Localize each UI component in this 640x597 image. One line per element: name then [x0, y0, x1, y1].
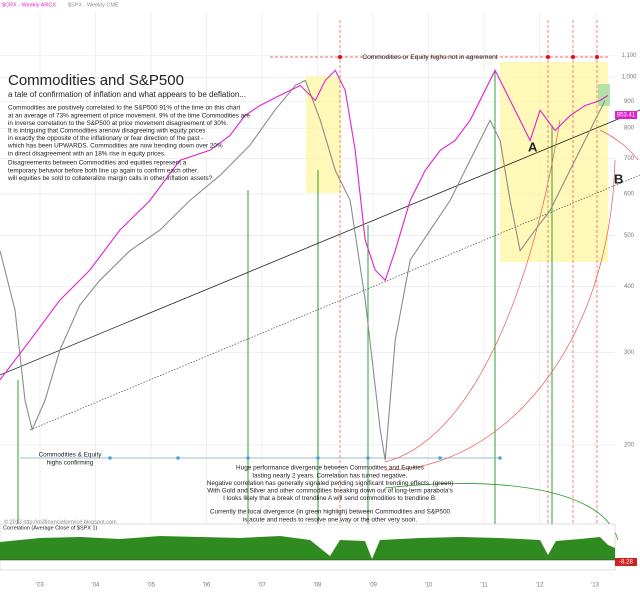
x-tick-label: '10	[425, 583, 433, 589]
annotation: lasting nearly 2 years. Correlation has …	[253, 472, 408, 479]
y-tick-label: 900	[624, 99, 635, 105]
annotation: at an average of 73% agreement of price …	[8, 112, 250, 119]
arrow-curve	[384, 483, 619, 541]
chart-title: Commodities and S&P500	[8, 72, 184, 89]
annotation: Disagreements between Commodities and eq…	[8, 160, 187, 167]
legend-entry: $SPX - Weekly CME	[68, 2, 119, 8]
annotation: I looks likely that a break of trendline…	[223, 495, 437, 502]
x-tick-label: '12	[536, 583, 544, 589]
indicator-area	[0, 536, 615, 560]
annotation: Commodities & Equity	[39, 452, 103, 459]
y-tick-label: 800	[624, 126, 635, 132]
annotation: With Gold and Silver and other commoditi…	[207, 487, 453, 494]
confirm-lines	[17, 70, 553, 540]
y-tick-label: 700	[624, 156, 635, 162]
arrow-curve	[384, 119, 561, 463]
x-tick-label: '13	[591, 583, 599, 589]
x-tick-label: '08	[314, 583, 322, 589]
trendline-a	[0, 109, 640, 376]
x-tick-label: '11	[480, 583, 488, 589]
annotation: Commodities are positively correlated to…	[8, 105, 241, 112]
annotation: is acute and needs to resolve one way or…	[243, 516, 418, 523]
x-tick-label: '05	[147, 583, 155, 589]
label-a: A	[528, 139, 538, 154]
annotation: highs confirming	[47, 460, 94, 467]
annotation: will equities be sold to collateralize m…	[7, 175, 213, 182]
highlight	[306, 76, 341, 193]
x-tick-label: '07	[258, 583, 266, 589]
annotation: Currently the local divergence (in green…	[210, 509, 451, 516]
y-tick-label: 600	[624, 191, 635, 197]
y-tick-label: 300	[624, 350, 635, 356]
indicator-value: -8.28	[619, 560, 633, 566]
confirm-dots	[108, 456, 502, 460]
annotation: which has been UPWARDS. Commodities are …	[7, 143, 223, 150]
highlight	[500, 62, 608, 262]
series-line	[0, 69, 609, 381]
series-line	[0, 79, 606, 461]
annotation: in exactly the opposite of the inflation…	[8, 135, 203, 142]
indicator-legend: Correlation (Average Close of $SPX 1)	[3, 525, 98, 531]
y-tick-label: 1,100	[621, 53, 637, 59]
chart-subtitle: a tale of confirmation of inflation and …	[8, 90, 246, 99]
x-tick-label: '04	[92, 583, 100, 589]
annotation: Huge performance divergence between Comm…	[236, 465, 424, 472]
legend-entry: $CRX - Weekly ARCX	[2, 2, 56, 8]
annotation: It is intriguing that Commodities arenow…	[8, 127, 206, 134]
x-tick-label: '09	[369, 583, 377, 589]
y-tick-label: 400	[624, 284, 635, 290]
y-tick-label: 500	[624, 233, 635, 239]
arrow-curve	[599, 129, 639, 161]
divergence-verticals	[339, 20, 598, 570]
last-value-box	[615, 111, 637, 119]
annotation: Negative correlation has generally signa…	[207, 480, 453, 487]
label-b: B	[614, 171, 623, 186]
annotation: in direct disagreement with an 18% rise …	[8, 150, 166, 157]
annotation: temporary behavior before both line up a…	[8, 167, 199, 174]
annotation: Commodities or Equity highs not in agree…	[362, 54, 497, 61]
copyright: © 2013 http://m3financialservice.blogspo…	[4, 518, 117, 525]
annotation: in inverse correlation to the S&P500 at …	[8, 120, 228, 127]
arrow-curve	[384, 159, 616, 471]
y-tick-label: 200	[624, 443, 635, 449]
y-tick-label: 1,000	[621, 75, 637, 81]
x-tick-label: '06	[203, 583, 211, 589]
trendline-b	[29, 174, 640, 431]
indicator-value-box	[615, 558, 637, 566]
x-tick-label: '03	[36, 583, 44, 589]
last-value: 853.41	[617, 113, 636, 119]
